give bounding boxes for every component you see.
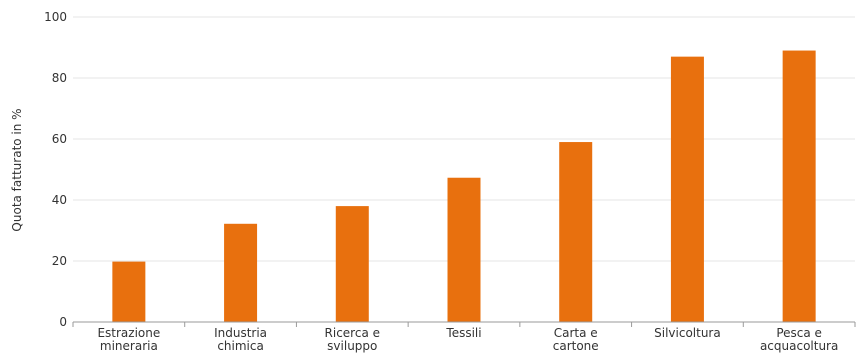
bar	[447, 177, 481, 322]
grid-lines	[73, 16, 855, 262]
bars	[112, 50, 816, 323]
bar	[670, 56, 704, 323]
y-tick-label: 20	[52, 254, 67, 268]
x-tick-label: Ricerca e sviluppo	[325, 326, 380, 353]
bar	[224, 223, 258, 322]
y-axis: 0 20 40 60 80 100	[44, 10, 67, 329]
x-tick-label: Pesca e acquacoltura	[760, 326, 838, 353]
x-tick-label: Tessili	[445, 326, 481, 340]
bar	[559, 142, 593, 322]
x-tick-label: Estrazione mineraria	[97, 326, 160, 353]
y-tick-label: 100	[44, 10, 67, 24]
x-tick-label: Industria chimica	[214, 326, 267, 353]
y-axis-label: Quota fatturato in %	[10, 108, 24, 231]
x-axis: Estrazione mineraria Industria chimica Ricer…	[72, 321, 856, 353]
y-tick-label: 60	[52, 132, 67, 146]
x-tick-label: Silvicoltura	[654, 326, 721, 340]
y-tick-label: 0	[59, 315, 67, 329]
y-tick-label: 40	[52, 193, 67, 207]
bar	[335, 206, 369, 322]
bar	[112, 261, 146, 322]
x-tick-label: Carta e cartone	[553, 326, 599, 353]
bar	[782, 50, 816, 323]
y-tick-label: 80	[52, 71, 67, 85]
